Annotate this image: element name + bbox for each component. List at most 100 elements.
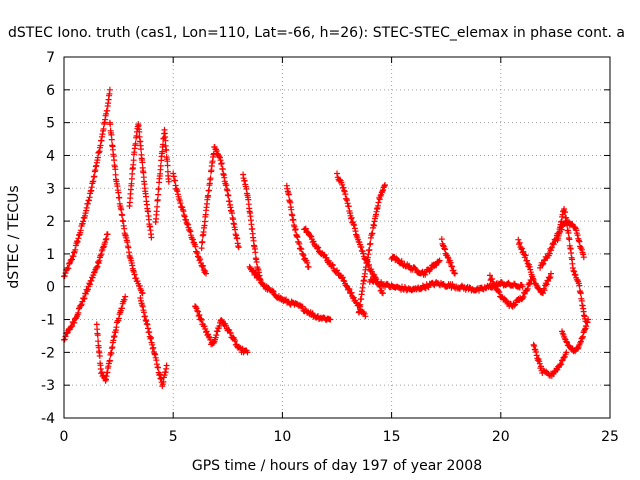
x-tick-label: 25	[601, 429, 619, 445]
data-point	[489, 276, 496, 282]
data-point	[218, 160, 225, 167]
y-tick-label: 2	[46, 214, 55, 230]
data-point	[244, 349, 251, 356]
data-point	[584, 319, 591, 326]
y-tick-label: -3	[41, 378, 55, 394]
data-point	[564, 221, 570, 228]
data-point	[88, 277, 95, 284]
data-point	[162, 137, 169, 144]
data-point	[300, 252, 307, 259]
data-point	[367, 240, 374, 247]
x-tick-label: 15	[383, 429, 401, 445]
data-point	[139, 159, 146, 166]
data-point	[563, 338, 570, 345]
data-point	[292, 226, 299, 233]
data-point	[579, 333, 586, 340]
data-point	[540, 260, 547, 267]
data-point	[533, 349, 540, 355]
data-point	[106, 357, 113, 364]
data-point	[558, 361, 565, 368]
data-point	[530, 341, 537, 348]
data-point	[575, 237, 582, 244]
data-point	[96, 353, 103, 359]
data-point	[530, 276, 537, 283]
y-tick-label: 1	[46, 247, 55, 263]
data-point	[522, 252, 529, 259]
data-point	[199, 263, 206, 270]
data-point	[379, 290, 386, 297]
data-point	[476, 287, 482, 294]
data-point	[290, 216, 297, 223]
data-point	[524, 285, 531, 292]
data-point	[75, 309, 82, 316]
data-point	[379, 188, 386, 195]
data-point	[83, 204, 90, 211]
data-point	[192, 243, 199, 250]
data-point	[194, 307, 201, 314]
data-point	[360, 250, 367, 257]
data-point	[329, 262, 336, 269]
data-point	[362, 313, 369, 320]
data-point	[155, 185, 162, 192]
data-point	[511, 302, 518, 309]
data-point	[165, 178, 172, 185]
data-point	[115, 189, 122, 196]
data-point	[550, 241, 557, 248]
data-point	[585, 316, 592, 323]
data-point	[95, 259, 101, 266]
data-point	[541, 287, 548, 294]
data-point	[572, 224, 579, 231]
data-point	[433, 262, 440, 269]
data-point	[194, 250, 201, 257]
data-point	[122, 293, 129, 300]
data-point	[285, 191, 292, 198]
data-point	[325, 257, 332, 264]
data-point	[61, 336, 68, 343]
data-point	[515, 236, 522, 243]
data-point	[449, 263, 455, 270]
data-point	[334, 267, 340, 274]
data-point	[198, 317, 205, 323]
data-point	[486, 272, 493, 279]
data-point	[516, 239, 523, 246]
data-point	[350, 294, 357, 301]
data-point	[206, 187, 212, 194]
data-point	[526, 263, 533, 270]
data-point	[492, 282, 499, 289]
data-point	[199, 238, 206, 245]
data-point	[96, 257, 103, 264]
data-point	[524, 257, 530, 264]
data-point	[310, 238, 317, 245]
data-point	[232, 338, 239, 344]
data-point	[130, 157, 137, 164]
data-point	[398, 258, 405, 265]
x-tick-label: 20	[492, 429, 510, 445]
data-point	[548, 270, 554, 277]
data-point	[164, 162, 171, 169]
data-point	[438, 236, 445, 243]
plot-frame	[63, 56, 611, 419]
data-point	[121, 296, 128, 303]
data-point	[436, 257, 443, 264]
data-point	[200, 262, 206, 269]
data-point	[235, 244, 242, 251]
data-point	[80, 218, 87, 225]
data-point	[297, 245, 304, 252]
data-point	[252, 249, 259, 256]
y-tick-label: 4	[46, 148, 55, 164]
data-point	[412, 265, 419, 272]
data-point	[131, 271, 138, 278]
data-point	[107, 121, 114, 128]
data-point	[80, 295, 87, 302]
data-point	[579, 334, 586, 341]
data-point	[346, 286, 353, 293]
data-point	[157, 162, 164, 169]
data-point	[561, 335, 568, 342]
y-tick-label: 7	[46, 50, 55, 66]
data-point	[181, 213, 188, 220]
data-point	[382, 182, 388, 188]
data-point	[348, 289, 355, 296]
data-point	[201, 323, 208, 330]
data-point	[570, 267, 577, 274]
